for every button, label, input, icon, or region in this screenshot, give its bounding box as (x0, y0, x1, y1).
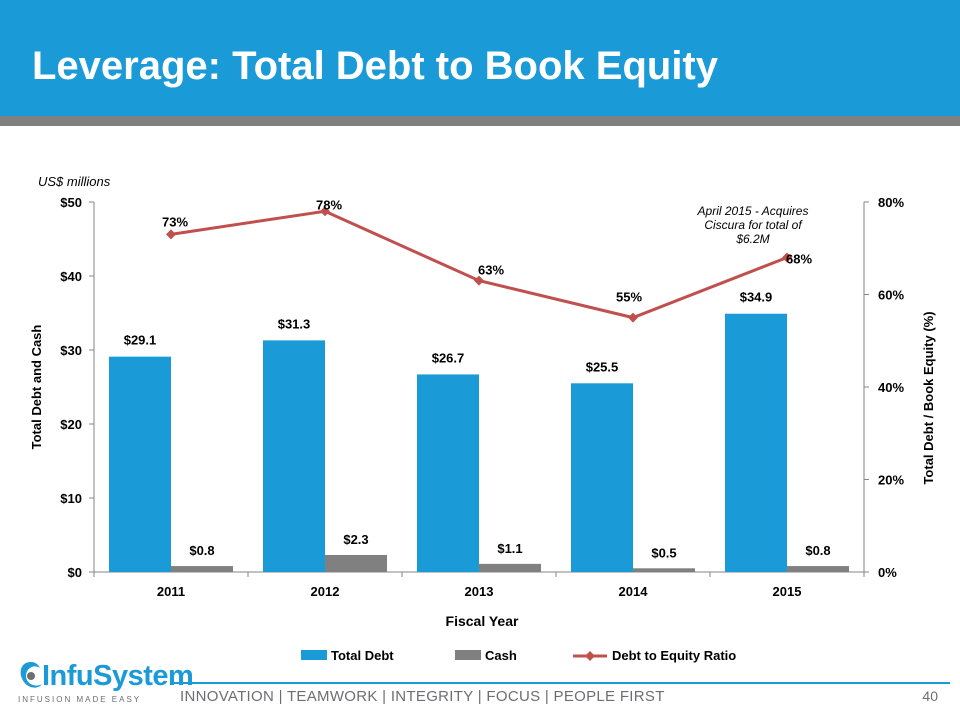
data-label-ratio: 78% (316, 197, 342, 212)
data-label-cash: $0.8 (805, 543, 830, 558)
logo-swirl-icon (20, 662, 42, 688)
data-label-total-debt: $29.1 (124, 333, 157, 348)
logo-wordmark: InfuSystem (42, 660, 194, 692)
logo-tagline: INFUSION MADE EASY (18, 695, 142, 704)
legend-swatch-total-debt (301, 650, 327, 660)
ratio-point (474, 275, 484, 286)
bar-total-debt (263, 340, 325, 572)
data-label-total-debt: $31.3 (278, 316, 311, 331)
data-label-ratio: 73% (162, 214, 188, 229)
y-tick-label: $10 (60, 491, 82, 506)
bar-total-debt (571, 383, 633, 572)
legend-label-cash: Cash (485, 648, 517, 663)
acquisition-annotation: Ciscura for total of (704, 218, 803, 232)
data-label-ratio: 68% (786, 252, 812, 267)
data-label-ratio: 63% (478, 263, 504, 278)
ratio-point (320, 206, 330, 217)
bar-cash (479, 563, 541, 572)
y2-tick-label: 80% (878, 195, 904, 210)
title-bar: Leverage: Total Debt to Book Equity (0, 0, 960, 116)
y2-axis-title: Total Debt / Book Equity (%) (921, 311, 936, 484)
units-note: US$ millions (38, 174, 111, 189)
bar-total-debt (725, 313, 787, 572)
y2-tick-label: 20% (878, 473, 904, 488)
footer-divider (170, 682, 950, 684)
y2-tick-label: 40% (878, 380, 904, 395)
x-tick-label: 2013 (465, 584, 494, 599)
acquisition-annotation: April 2015 - Acquires (697, 204, 809, 218)
data-label-ratio: 55% (616, 290, 642, 305)
x-axis-title: Fiscal Year (446, 613, 519, 629)
data-label-total-debt: $25.5 (586, 359, 619, 374)
bar-total-debt (417, 374, 479, 572)
legend-swatch-ratio-marker (585, 651, 595, 661)
y-tick-label: $40 (60, 269, 82, 284)
x-tick-label: 2012 (311, 584, 340, 599)
x-tick-label: 2014 (619, 584, 649, 599)
bar-cash (787, 566, 849, 572)
y2-tick-label: 0% (878, 565, 897, 580)
y-tick-label: $20 (60, 417, 82, 432)
y2-tick-label: 60% (878, 288, 904, 303)
footer-tagline: INNOVATION | TEAMWORK | INTEGRITY | FOCU… (180, 688, 665, 705)
bar-cash (325, 554, 387, 572)
page-title: Leverage: Total Debt to Book Equity (32, 44, 718, 88)
y-tick-label: $30 (60, 343, 82, 358)
data-label-total-debt: $26.7 (432, 350, 465, 365)
x-tick-label: 2015 (773, 584, 802, 599)
legend-label-total-debt: Total Debt (331, 648, 394, 663)
data-label-cash: $1.1 (497, 541, 522, 556)
page-number: 40 (922, 688, 938, 704)
data-label-total-debt: $34.9 (740, 290, 773, 305)
legend-swatch-cash (455, 650, 481, 660)
data-label-cash: $0.8 (189, 543, 214, 558)
acquisition-annotation: $6.2M (735, 232, 769, 246)
ratio-point (628, 312, 638, 323)
company-logo: InfuSystem INFUSION MADE EASY (14, 656, 194, 712)
header-divider (0, 116, 960, 126)
bar-total-debt (109, 356, 171, 572)
ratio-point (782, 252, 792, 263)
legend-label-ratio: Debt to Equity Ratio (612, 648, 736, 663)
bar-cash (633, 568, 695, 572)
y-axis-title: Total Debt and Cash (29, 325, 44, 450)
ratio-point (166, 229, 176, 240)
bar-cash (171, 566, 233, 572)
x-tick-label: 2011 (157, 584, 185, 599)
debt-chart: $0 $10 $20 $30 $40 $50 0% 20% 40% 60% 80% $29.1 $0.8… (29, 195, 936, 663)
data-label-cash: $2.3 (343, 532, 368, 547)
data-label-cash: $0.5 (651, 545, 676, 560)
y-tick-label: $0 (68, 565, 82, 580)
y-tick-label: $50 (60, 195, 82, 210)
